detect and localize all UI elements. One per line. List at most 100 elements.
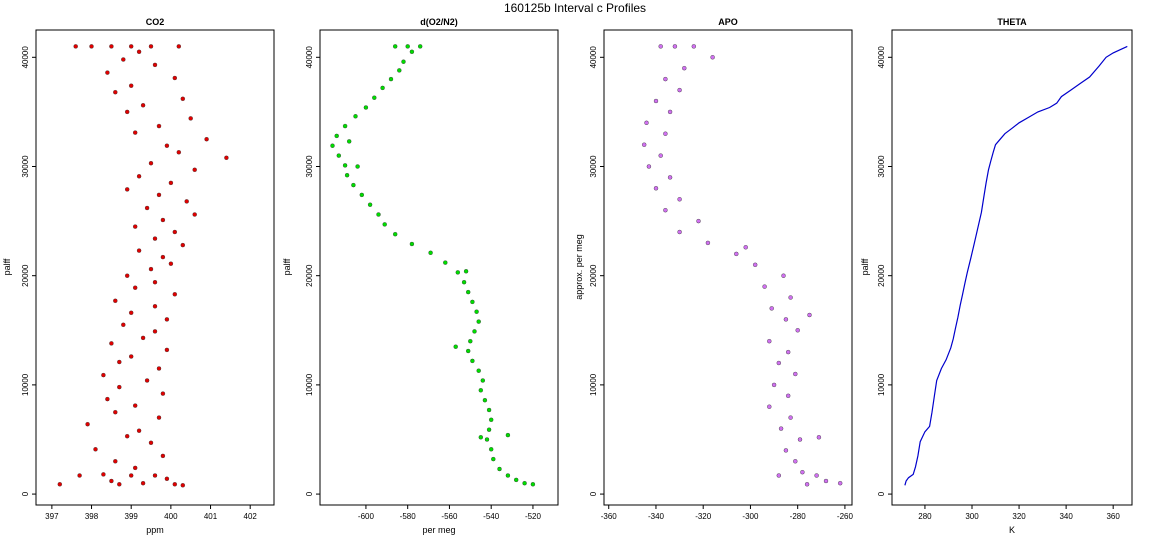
data-point xyxy=(140,103,146,108)
x-tick-label: -520 xyxy=(525,512,542,521)
data-point xyxy=(823,478,829,484)
panel-title: THETA xyxy=(997,17,1027,27)
data-point xyxy=(132,285,138,290)
data-point xyxy=(466,289,471,295)
data-point xyxy=(180,96,186,102)
data-point xyxy=(788,295,793,300)
data-point xyxy=(393,231,398,237)
data-point xyxy=(795,328,800,333)
data-point xyxy=(164,347,170,353)
data-point xyxy=(476,368,481,373)
data-point xyxy=(793,371,798,377)
data-point xyxy=(128,310,134,315)
data-point xyxy=(188,116,193,121)
data-point xyxy=(489,447,494,452)
x-axis-label: per meg xyxy=(422,525,455,535)
data-point xyxy=(117,482,122,487)
y-tick-label: 20000 xyxy=(877,264,886,287)
x-tick-label: 340 xyxy=(1059,512,1073,521)
data-point xyxy=(204,136,209,142)
y-tick-label: 40000 xyxy=(589,46,598,69)
data-point xyxy=(762,284,767,289)
y-tick-label: 40000 xyxy=(21,46,30,69)
data-point xyxy=(152,236,158,241)
data-point xyxy=(105,396,110,402)
panel-theta: THETA K palff 280 300 320 340 360 0 10000 20000… xyxy=(860,17,1133,535)
data-point xyxy=(164,317,170,322)
y-axis-label: approx. per meg xyxy=(574,234,584,300)
data-point xyxy=(461,280,467,285)
data-point xyxy=(382,222,387,227)
data-point xyxy=(804,482,810,487)
data-point xyxy=(121,322,126,327)
data-point xyxy=(144,378,150,383)
plot-frame xyxy=(603,29,853,506)
data-point xyxy=(667,175,673,180)
plot-frame xyxy=(319,29,559,506)
data-point xyxy=(156,123,162,129)
data-point xyxy=(353,114,358,119)
data-point xyxy=(663,207,668,213)
y-tick-label: 20000 xyxy=(589,264,598,287)
data-point xyxy=(113,410,118,415)
data-point xyxy=(109,341,114,346)
x-tick-label: -560 xyxy=(441,512,458,521)
data-point xyxy=(372,95,377,100)
data-point xyxy=(148,266,154,272)
data-point xyxy=(132,224,138,229)
panel-title: CO2 xyxy=(146,17,165,27)
y-tick-label: 40000 xyxy=(305,46,314,69)
y-tick-label: 0 xyxy=(21,491,30,496)
data-point xyxy=(816,435,822,440)
data-point xyxy=(336,153,341,158)
data-point xyxy=(136,248,142,253)
axis-ticks: 397 398 399 400 401 402 0 10000 20000 30000 40000 xyxy=(21,46,257,521)
data-point xyxy=(470,358,475,364)
data-point xyxy=(330,143,335,148)
axis-ticks: -600 -580 -560 -540 -520 0 10000 20000 30000 4000… xyxy=(305,46,542,521)
y-tick-label: 10000 xyxy=(589,373,598,396)
data-point xyxy=(734,251,739,257)
data-point xyxy=(455,270,460,275)
data-point xyxy=(172,482,178,487)
data-point xyxy=(128,83,134,88)
data-point xyxy=(771,382,777,388)
data-point xyxy=(152,304,158,309)
x-tick-label: 399 xyxy=(125,512,139,521)
data-point xyxy=(405,44,410,49)
data-point xyxy=(393,44,398,49)
x-tick-label: 400 xyxy=(164,512,178,521)
data-point xyxy=(800,470,805,475)
y-tick-label: 20000 xyxy=(305,264,314,287)
data-point xyxy=(109,44,114,49)
data-point xyxy=(769,306,774,311)
data-point xyxy=(164,143,170,148)
data-point xyxy=(152,329,158,334)
data-point xyxy=(428,250,433,256)
data-point xyxy=(359,192,364,198)
x-tick-label: -580 xyxy=(400,512,417,521)
data-point xyxy=(522,481,527,486)
data-point xyxy=(409,49,415,54)
theta-profile-line xyxy=(904,45,1128,486)
y-tick-label: 30000 xyxy=(589,155,598,178)
data-point xyxy=(363,105,369,110)
data-point xyxy=(172,75,178,81)
data-point xyxy=(148,160,154,166)
data-point xyxy=(184,199,189,204)
x-tick-label: -280 xyxy=(790,512,807,521)
data-point xyxy=(160,217,166,223)
data-point xyxy=(121,57,126,62)
data-point xyxy=(156,366,162,371)
data-point xyxy=(342,123,348,129)
data-point xyxy=(113,459,118,464)
data-point xyxy=(117,384,122,390)
data-point xyxy=(168,261,174,266)
data-point xyxy=(401,59,406,64)
data-point xyxy=(156,192,162,198)
data-point xyxy=(152,473,158,478)
y-axis-label: palff xyxy=(860,258,870,275)
data-point xyxy=(344,172,350,178)
data-point xyxy=(696,218,701,224)
